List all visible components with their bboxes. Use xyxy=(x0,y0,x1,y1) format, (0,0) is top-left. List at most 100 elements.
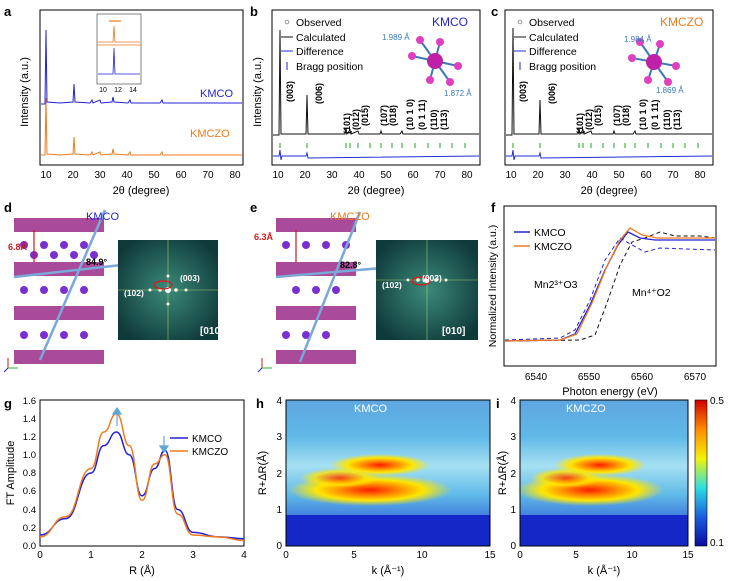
xtick: 3 xyxy=(190,550,196,561)
panel-h-title: KMCO xyxy=(354,403,387,415)
svg-text:(113): (113) xyxy=(439,109,449,130)
xtick: 4 xyxy=(241,550,247,561)
ytick: 1.0 xyxy=(23,450,36,461)
svg-text:(015): (015) xyxy=(593,105,603,126)
fft-pattern xyxy=(118,240,218,340)
panel-letter-c: c xyxy=(491,4,498,19)
panel-f-axes xyxy=(503,205,717,367)
colorbar xyxy=(694,399,708,547)
panel-i-axes xyxy=(519,399,689,547)
svg-text:Difference: Difference xyxy=(529,46,577,58)
bond-length: 1.872 Å xyxy=(444,89,472,98)
ytick: 1.2 xyxy=(23,432,36,443)
bragg-ticks xyxy=(279,143,466,148)
panel-g-xlabel: R (Å) xyxy=(129,564,155,577)
crystal-structure-icon xyxy=(275,211,383,364)
panel-g-axes xyxy=(39,399,245,547)
layer-spacing: 6.3Å xyxy=(254,232,274,242)
panel-c-title: KMCZO xyxy=(660,15,703,29)
xtick: 0 xyxy=(283,550,289,561)
xtick: 40 xyxy=(586,170,598,181)
plane-label: (003) xyxy=(422,273,442,283)
panel-b-axes xyxy=(271,9,481,166)
kmczo-xrd-line xyxy=(41,97,242,156)
panel-e: e 6.3Å 82.8° KMCZO (003) xyxy=(250,200,478,373)
panel-i-xlabel: k (Å⁻¹) xyxy=(588,564,621,577)
xtick: 6560 xyxy=(631,372,654,383)
svg-text:Observed: Observed xyxy=(296,17,342,29)
panel-c-legend: Observed Calculated Difference Bragg pos… xyxy=(514,17,596,73)
xtick: 20 xyxy=(532,170,544,181)
plane-label: (102) xyxy=(124,288,144,298)
ytick: 3 xyxy=(510,432,516,443)
zone-axis: [010] xyxy=(200,326,223,337)
kmco-ft-line xyxy=(39,431,245,540)
xtick: 40 xyxy=(121,170,133,181)
ref-mn2o3: Mn2³⁺O3 xyxy=(534,279,578,291)
panel-g: g FT Amplitude R (Å) 0 1 2 3 4 0.0 0.2 0… xyxy=(4,396,247,577)
svg-text:(006): (006) xyxy=(314,83,324,104)
panel-b: b Intensity (a.u.) 2θ (degree) 10 20 30 … xyxy=(250,4,481,197)
xtick: 80 xyxy=(694,170,706,181)
xtick: 40 xyxy=(353,170,365,181)
fft-pattern xyxy=(376,240,478,340)
inset-tick: 12 xyxy=(114,87,122,94)
svg-text:(110): (110) xyxy=(662,109,672,130)
panel-a: a Intensity (a.u.) 2θ (degree) 10 20 30 … xyxy=(4,4,244,197)
zone-axis: [010] xyxy=(442,326,465,337)
xtick: 10 xyxy=(40,170,52,181)
xtick: 80 xyxy=(461,170,473,181)
xtick: 10 xyxy=(416,550,428,561)
panel-a-ylabel: Intensity (a.u.) xyxy=(19,57,31,127)
ytick: 4 xyxy=(276,396,282,407)
ref-mno2: Mn⁴⁺O2 xyxy=(632,287,671,299)
panel-h-axes xyxy=(285,399,491,547)
legend-kmco: KMCO xyxy=(534,227,566,239)
mno2-ref-line xyxy=(504,231,716,342)
colorbar-max: 0.5 xyxy=(710,396,724,407)
svg-text:Difference: Difference xyxy=(296,46,344,58)
bond-length: 1.869 Å xyxy=(656,86,684,95)
mno6-octahedron-icon xyxy=(408,36,462,86)
xtick: 30 xyxy=(326,170,338,181)
panel-c: c 2θ (degree) 10 20 30 40 50 60 70 80 Ob… xyxy=(491,4,714,197)
svg-text:(113): (113) xyxy=(672,109,682,130)
panel-letter-f: f xyxy=(491,200,496,215)
xtick: 10 xyxy=(626,550,638,561)
xtick: 70 xyxy=(202,170,214,181)
svg-text:Bragg position: Bragg position xyxy=(296,61,363,73)
xtick: 0 xyxy=(517,550,523,561)
panel-h: h KMCO R+ΔR(Å) k (Å⁻¹) 0 5 10 15 0 1 2 3… xyxy=(256,396,496,577)
svg-text:(018): (018) xyxy=(621,105,631,126)
svg-text:(107): (107) xyxy=(379,105,389,126)
xtick: 70 xyxy=(434,170,446,181)
panel-b-title: KMCO xyxy=(432,15,468,29)
xtick: 15 xyxy=(484,550,496,561)
xtick: 0 xyxy=(37,550,43,561)
xtick: 2 xyxy=(139,550,145,561)
ytick: 2 xyxy=(276,469,282,480)
xtick: 80 xyxy=(229,170,241,181)
svg-text:(003): (003) xyxy=(518,81,528,102)
kmczo-xanes-line xyxy=(504,227,715,342)
kmczo-label: KMCZO xyxy=(190,128,230,140)
axes-triad-icon xyxy=(257,358,272,373)
xtick: 30 xyxy=(559,170,571,181)
xtick: 60 xyxy=(175,170,187,181)
svg-text:Bragg position: Bragg position xyxy=(529,61,596,73)
xtick: 6550 xyxy=(578,372,601,383)
xtick: 5 xyxy=(573,550,579,561)
ytick: 0.4 xyxy=(23,505,36,516)
xtick: 10 xyxy=(505,170,517,181)
panel-c-xlabel: 2θ (degree) xyxy=(581,185,638,197)
svg-text:(10 1 0): (10 1 0) xyxy=(638,99,648,130)
mno6-octahedron-icon xyxy=(628,38,680,86)
kmczo-ft-line xyxy=(39,412,245,542)
xtick: 50 xyxy=(148,170,160,181)
svg-text:(0 1 11): (0 1 11) xyxy=(650,99,660,130)
xtick: 10 xyxy=(272,170,284,181)
svg-text:Calculated: Calculated xyxy=(296,32,346,44)
ytick: 0.0 xyxy=(23,541,36,552)
ytick: 0.6 xyxy=(23,486,36,497)
